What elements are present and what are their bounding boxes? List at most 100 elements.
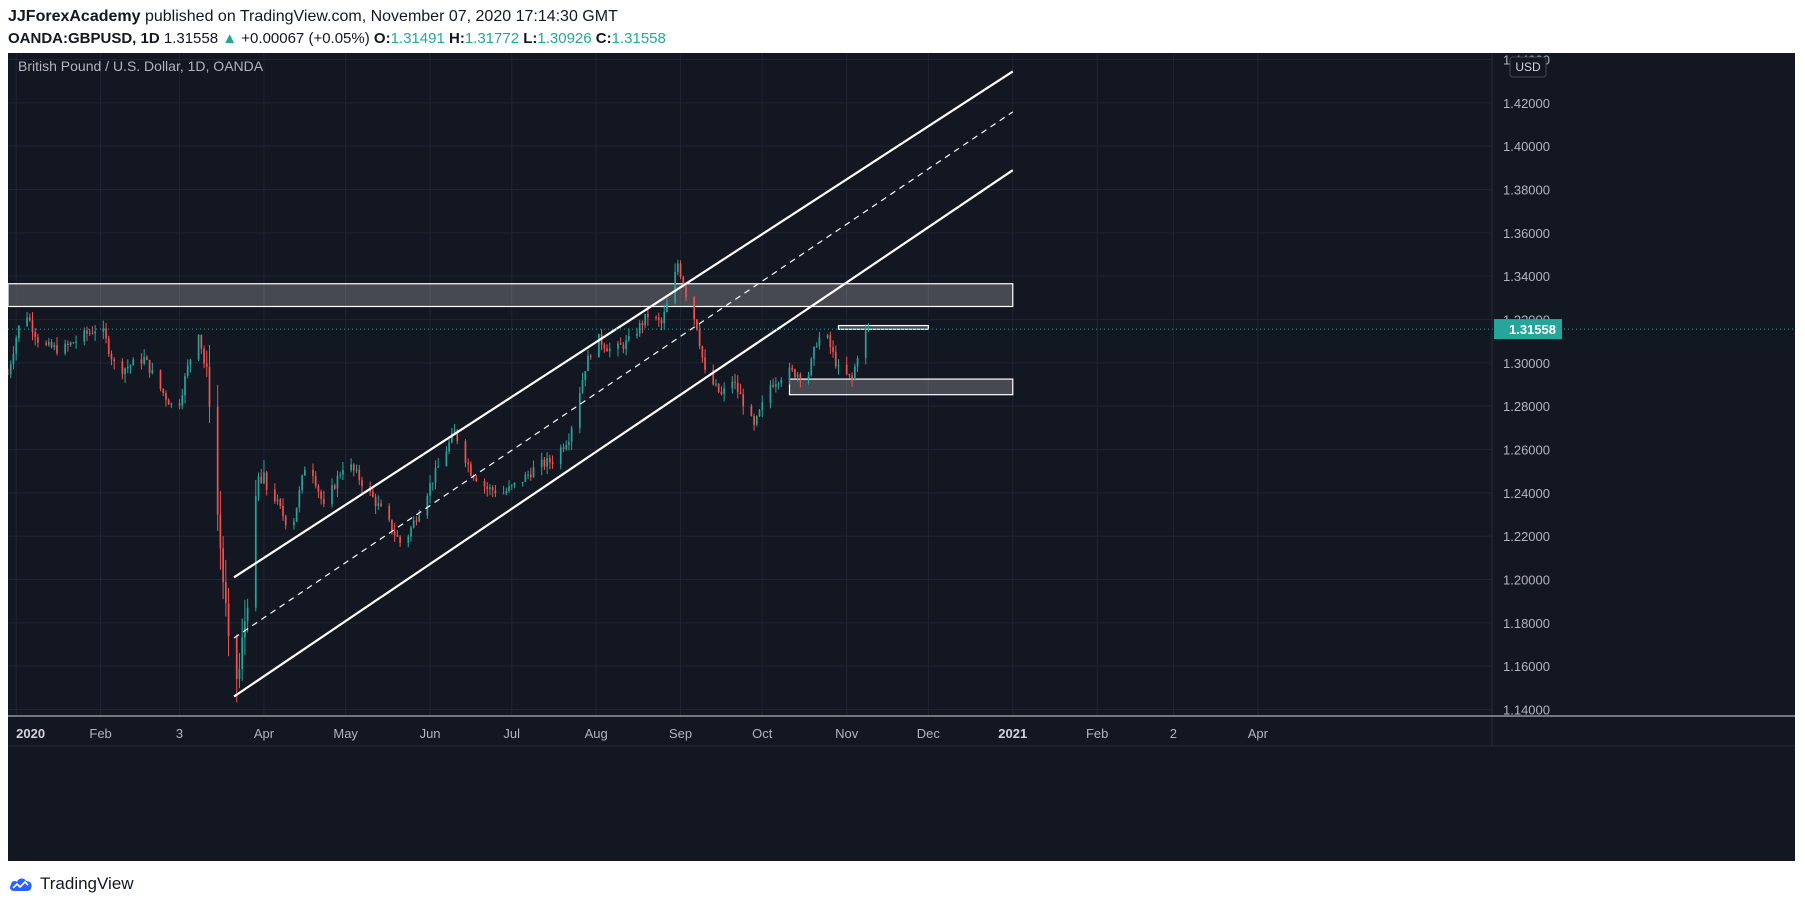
- candle-body: [448, 442, 450, 452]
- candle-body: [832, 347, 834, 352]
- candle-body: [37, 337, 39, 343]
- candle-body: [755, 416, 758, 425]
- candle-body: [132, 359, 135, 366]
- candle-body: [388, 506, 391, 520]
- candle-body: [494, 490, 497, 494]
- candle-body: [358, 469, 361, 481]
- candle-body: [734, 381, 736, 383]
- channel-mid-line[interactable]: [233, 111, 1014, 639]
- tradingview-brand[interactable]: TradingView: [40, 874, 134, 893]
- candle-body: [717, 383, 720, 392]
- candle-body: [323, 499, 325, 504]
- candle-body: [698, 329, 701, 347]
- candle-body: [489, 487, 491, 489]
- candle-body: [279, 499, 282, 506]
- candle-body: [301, 475, 303, 491]
- candle-body: [418, 515, 421, 522]
- channel-upper-line[interactable]: [233, 70, 1014, 579]
- x-tick-label: Oct: [752, 726, 773, 741]
- candle-body: [361, 480, 363, 487]
- candle-body: [529, 474, 532, 478]
- support-zone[interactable]: [788, 378, 1014, 396]
- chart-area[interactable]: 1.14000 1.16000 1.18000 1.20000 1.22000 1.240…: [8, 53, 1795, 861]
- candle-body: [502, 493, 505, 495]
- x-tick-label: Apr: [1248, 726, 1269, 741]
- current-price-badge[interactable]: [1494, 319, 1562, 340]
- candle-body: [483, 481, 486, 487]
- candle-body: [486, 486, 489, 489]
- candle-body: [815, 345, 818, 347]
- candle-body: [75, 341, 77, 343]
- publish-info: JJForexAcademy published on TradingView.…: [8, 6, 1798, 28]
- y-tick-label: 1.24000: [1503, 486, 1550, 501]
- candle-body: [715, 383, 717, 385]
- triangle-up-icon: ▲: [222, 30, 238, 47]
- candle-body: [205, 363, 208, 367]
- candle-body: [426, 495, 429, 516]
- candle-body: [834, 351, 837, 367]
- candle-body: [431, 482, 434, 484]
- candle-body: [8, 373, 9, 375]
- candle-body: [399, 536, 401, 543]
- candle-body: [216, 406, 219, 515]
- y-tick-label: 1.22000: [1503, 529, 1550, 544]
- x-tick-label: 2021: [998, 726, 1027, 741]
- candle-body: [47, 341, 50, 345]
- candle-body: [568, 441, 570, 445]
- candle-body: [170, 403, 173, 405]
- candle-body: [581, 379, 584, 394]
- candle-body: [791, 367, 794, 370]
- candle-body: [589, 355, 592, 358]
- candle-body: [18, 325, 20, 338]
- candle-body: [50, 341, 53, 348]
- candle-body: [181, 395, 184, 406]
- candle-body: [88, 332, 91, 334]
- x-tick-label: Nov: [835, 726, 859, 741]
- candle-body: [753, 416, 755, 425]
- x-tick-label: Apr: [254, 726, 275, 741]
- candle-body: [162, 388, 165, 393]
- candle-body: [587, 355, 589, 372]
- x-tick-label: Feb: [89, 726, 111, 741]
- candle-body: [12, 353, 15, 365]
- candle-body: [374, 496, 377, 507]
- candle-body: [450, 433, 453, 443]
- candle-body: [391, 519, 393, 532]
- candle-body: [336, 475, 339, 489]
- candle-body: [282, 505, 284, 517]
- candle-body: [777, 383, 780, 385]
- candle-body: [407, 536, 410, 543]
- last-price: 1.31558: [163, 30, 219, 47]
- candle-body: [627, 336, 630, 341]
- candle-body: [121, 361, 124, 375]
- channel-lower-line[interactable]: [233, 169, 1014, 698]
- candle-body: [799, 374, 802, 380]
- candle-body: [666, 303, 668, 312]
- x-tick-label: Jun: [420, 726, 441, 741]
- candle-body: [314, 475, 317, 487]
- candle-body: [617, 343, 619, 349]
- candle-body: [769, 384, 772, 403]
- author-name[interactable]: JJForexAcademy: [8, 8, 141, 25]
- candle-body: [521, 481, 524, 483]
- currency-badge[interactable]: [1509, 56, 1547, 78]
- y-tick-label: 1.28000: [1503, 399, 1550, 414]
- price-change: +0.00067 (+0.05%): [241, 30, 370, 47]
- candle-body: [254, 496, 257, 608]
- y-tick-label: 1.16000: [1503, 659, 1550, 674]
- tradingview-cloud-icon[interactable]: [8, 875, 34, 893]
- symbol-label[interactable]: OANDA:GBPUSD, 1D: [8, 30, 160, 47]
- candle-body: [731, 381, 734, 389]
- range-top-zone[interactable]: [837, 324, 929, 330]
- candle-body: [794, 369, 796, 377]
- resistance-zone[interactable]: [8, 283, 1014, 308]
- candle-body: [284, 516, 287, 526]
- candle-body: [178, 403, 181, 406]
- candle-body: [660, 319, 663, 324]
- price-chart[interactable]: 1.14000 1.16000 1.18000 1.20000 1.22000 1.240…: [8, 53, 1795, 861]
- candle-body: [679, 263, 682, 278]
- candle-body: [67, 343, 69, 346]
- candle-body: [15, 337, 18, 354]
- candle-body: [647, 314, 649, 318]
- candle-body: [146, 356, 148, 360]
